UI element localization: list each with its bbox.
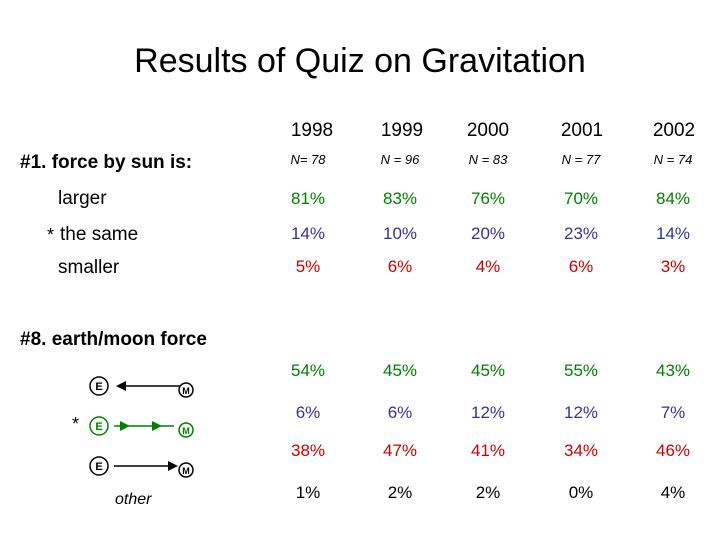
q8-toward-earth-1998: 54% xyxy=(290,361,326,380)
year-header-1998: 1998 xyxy=(290,120,334,141)
q8-double-2002: 7% xyxy=(660,403,686,422)
q1-larger-1999: 83% xyxy=(382,189,418,208)
q1-option-smaller-label: smaller xyxy=(58,257,120,278)
q1-larger-2001: 70% xyxy=(563,189,599,208)
q1-smaller-2002: 3% xyxy=(660,257,686,276)
year-header-2002: 2002 xyxy=(652,120,696,141)
n-value-1999: N = 96 xyxy=(380,152,420,167)
q1-smaller-2000: 4% xyxy=(475,257,501,276)
q8-toward-moon-2002: 46% xyxy=(655,441,691,460)
q8-toward-earth-2000: 45% xyxy=(470,361,506,380)
q1-same-1999: 10% xyxy=(382,224,418,243)
q8-double-2000: 12% xyxy=(470,403,506,422)
question-1-label: #1. force by sun is: xyxy=(20,152,193,173)
q1-larger-1998: 81% xyxy=(290,189,326,208)
n-value-2002: N = 74 xyxy=(653,152,693,167)
q1-same-1998: 14% xyxy=(290,224,326,243)
q8-option-other-label: other xyxy=(115,491,152,508)
q8-other-1998: 1% xyxy=(295,483,321,502)
earth-letter: E xyxy=(95,421,102,433)
n-value-2000: N = 83 xyxy=(468,152,508,167)
q1-option-same-label: the same xyxy=(60,224,139,245)
year-header-2001: 2001 xyxy=(560,120,604,141)
q1-smaller-1998: 5% xyxy=(295,257,321,276)
q8-toward-moon-2001: 34% xyxy=(563,441,599,460)
earth-letter: E xyxy=(95,461,102,473)
q1-larger-2000: 76% xyxy=(470,189,506,208)
q8-correct-star: * xyxy=(72,414,80,434)
q1-same-2002: 14% xyxy=(655,224,691,243)
q8-toward-earth-2001: 55% xyxy=(563,361,599,380)
q1-same-2001: 23% xyxy=(563,224,599,243)
q8-toward-moon-2000: 41% xyxy=(470,441,506,460)
q1-option-larger-label: larger xyxy=(58,188,107,209)
n-value-1998: N= 78 xyxy=(290,152,326,167)
q8-toward-earth-1999: 45% xyxy=(382,361,418,380)
earth-moon-arrow-toward-moon-icon: E M xyxy=(89,456,194,478)
earth-moon-arrow-toward-earth-icon: E M xyxy=(89,376,194,398)
q8-other-1999: 2% xyxy=(387,483,413,502)
page-title: Results of Quiz on Gravitation xyxy=(134,42,586,80)
q8-double-1999: 6% xyxy=(387,403,413,422)
q8-double-2001: 12% xyxy=(563,403,599,422)
q1-correct-star: * xyxy=(47,225,55,245)
q1-smaller-2001: 6% xyxy=(568,257,594,276)
q1-larger-2002: 84% xyxy=(655,189,691,208)
q8-other-2002: 4% xyxy=(660,483,686,502)
q8-toward-earth-2002: 43% xyxy=(655,361,691,380)
q8-toward-moon-1999: 47% xyxy=(382,441,418,460)
moon-letter: M xyxy=(182,426,190,436)
earth-moon-double-arrow-icon: E M xyxy=(89,416,194,438)
q1-smaller-1999: 6% xyxy=(387,257,413,276)
q8-double-1998: 6% xyxy=(295,403,321,422)
earth-letter: E xyxy=(95,381,102,393)
question-8-label: #8. earth/moon force xyxy=(20,329,207,350)
year-header-1999: 1999 xyxy=(380,120,424,141)
moon-letter: M xyxy=(182,466,190,476)
q1-same-2000: 20% xyxy=(470,224,506,243)
moon-letter: M xyxy=(182,386,190,396)
year-header-2000: 2000 xyxy=(466,120,510,141)
q8-toward-moon-1998: 38% xyxy=(290,441,326,460)
q8-other-2001: 0% xyxy=(568,483,594,502)
n-value-2001: N = 77 xyxy=(561,152,601,167)
q8-other-2000: 2% xyxy=(475,483,501,502)
